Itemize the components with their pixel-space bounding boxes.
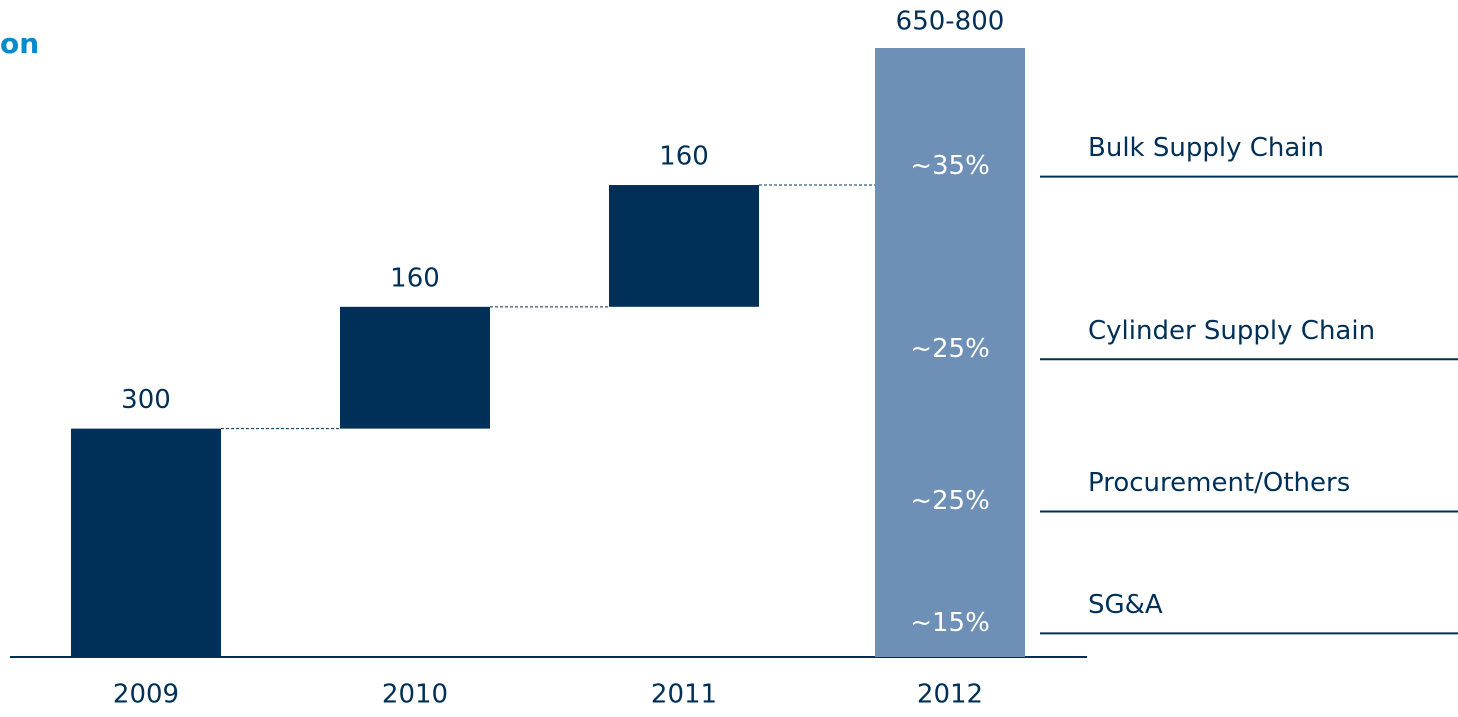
share-name: SG&A <box>1088 590 1163 620</box>
share-label: ~25% <box>910 334 990 364</box>
share-name: Procurement/Others <box>1088 468 1350 498</box>
value-label: 160 <box>390 263 440 293</box>
bar <box>340 306 490 429</box>
share-segment <box>875 261 1025 414</box>
share-label: ~25% <box>910 486 990 516</box>
x-tick-label: 2010 <box>382 680 448 710</box>
total-label: 650-800 <box>896 7 1005 37</box>
x-tick-label: 2011 <box>651 680 717 710</box>
share-name: Bulk Supply Chain <box>1088 133 1324 163</box>
share-label: ~15% <box>910 608 990 638</box>
x-tick-label: 2009 <box>113 680 179 710</box>
share-label: ~35% <box>910 151 990 181</box>
share-segment <box>875 48 1025 262</box>
value-label: 300 <box>121 385 171 415</box>
value-label: 160 <box>659 142 709 172</box>
bar <box>71 428 221 657</box>
share-name: Cylinder Supply Chain <box>1088 316 1375 346</box>
bar <box>609 185 759 307</box>
x-tick-label: 2012 <box>917 680 983 710</box>
share-segment <box>875 565 1025 657</box>
chart-title: on <box>0 27 39 60</box>
share-segment <box>875 413 1025 566</box>
